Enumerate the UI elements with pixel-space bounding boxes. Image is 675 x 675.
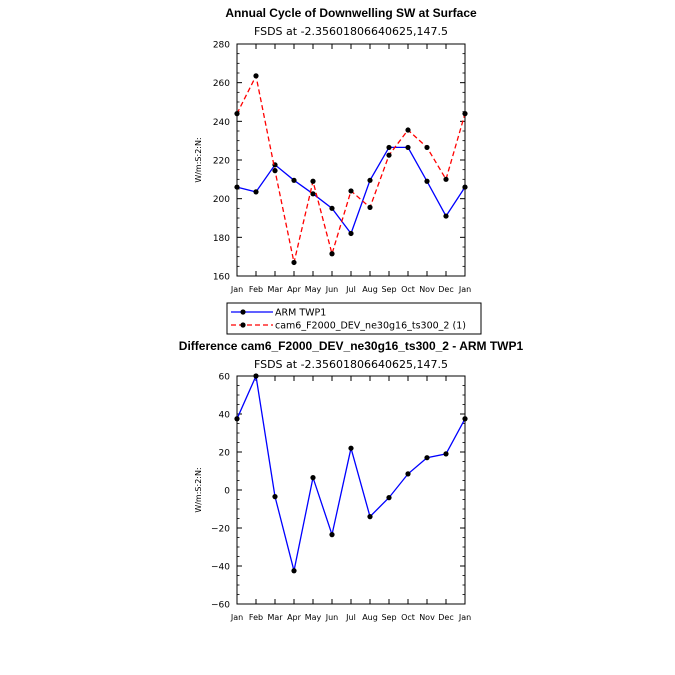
data-point (272, 168, 278, 174)
data-point (253, 373, 259, 379)
data-point (367, 177, 373, 183)
y-tick-label: 200 (213, 195, 230, 205)
data-point (367, 204, 373, 210)
data-point (329, 205, 335, 211)
y-tick-label: −40 (211, 563, 230, 573)
x-tick-label: Aug (362, 285, 378, 294)
data-point (386, 495, 392, 501)
data-point (291, 568, 297, 574)
x-tick-label: Feb (249, 613, 263, 622)
y-axis-label: W/m:S:2:N: (194, 467, 203, 512)
data-point (424, 455, 430, 461)
data-point (443, 213, 449, 219)
data-point (253, 189, 259, 195)
chart-title: Annual Cycle of Downwelling SW at Surfac… (225, 6, 477, 20)
x-tick-label: Jun (325, 613, 339, 622)
x-tick-label: Sep (381, 613, 396, 622)
data-point (386, 144, 392, 151)
data-point (462, 184, 468, 190)
data-point (443, 176, 449, 182)
data-point (424, 178, 430, 184)
y-tick-label: 160 (213, 273, 230, 283)
data-point (443, 451, 449, 457)
x-tick-label: May (305, 285, 322, 294)
data-point (348, 230, 354, 237)
data-point (310, 475, 316, 481)
legend-label: ARM TWP1 (275, 308, 326, 319)
data-point (234, 416, 240, 422)
data-point (291, 177, 297, 183)
annual-cycle-chart: Annual Cycle of Downwelling SW at Surfac… (194, 6, 477, 294)
data-point (405, 144, 411, 151)
y-tick-label: 220 (213, 157, 230, 167)
plot-frame (236, 375, 466, 605)
plot-frame (236, 43, 466, 277)
y-tick-label: 60 (219, 373, 231, 383)
x-tick-label: Dec (438, 613, 453, 622)
y-tick-label: 20 (219, 449, 231, 459)
data-point (310, 191, 316, 197)
y-tick-label: 280 (213, 41, 230, 51)
y-tick-label: −60 (211, 601, 230, 611)
x-tick-label: Nov (419, 285, 435, 294)
chart-subtitle: FSDS at -2.35601806640625,147.5 (254, 25, 448, 38)
y-tick-label: 0 (224, 487, 230, 497)
x-tick-label: Jan (230, 285, 243, 294)
difference-chart: Difference cam6_F2000_DEV_ne30g16_ts300_… (179, 339, 524, 622)
x-tick-label: Jan (458, 285, 471, 294)
series-line (236, 373, 466, 571)
data-point (462, 111, 468, 117)
x-tick-label: Nov (419, 613, 435, 622)
x-tick-label: Jul (345, 613, 356, 622)
chart-subtitle: FSDS at -2.35601806640625,147.5 (254, 358, 448, 371)
x-tick-label: Apr (287, 613, 302, 622)
chart-legend: ARM TWP1 cam6_F2000_DEV_ne30g16_ts300_2 (… (226, 302, 482, 335)
legend-marker (240, 309, 246, 315)
data-point (348, 445, 354, 451)
y-tick-label: 180 (213, 234, 230, 244)
x-tick-label: May (305, 613, 322, 622)
data-point (291, 259, 297, 266)
y-tick-label: 40 (219, 411, 231, 421)
y-tick-label: 260 (213, 79, 230, 89)
data-point (253, 73, 259, 79)
data-point (329, 532, 335, 538)
legend-box (226, 302, 482, 335)
data-point (405, 471, 411, 477)
data-point (234, 184, 240, 190)
x-tick-label: Mar (267, 613, 283, 622)
x-tick-label: Oct (401, 285, 415, 294)
x-tick-label: Jun (325, 285, 339, 294)
x-tick-label: Aug (362, 613, 378, 622)
x-tick-label: Sep (381, 285, 396, 294)
x-tick-label: Feb (249, 285, 263, 294)
x-tick-label: Jan (458, 613, 471, 622)
x-tick-label: Jul (345, 285, 356, 294)
data-point (348, 188, 354, 194)
data-point (405, 127, 411, 133)
data-point (367, 514, 373, 520)
legend-marker (240, 322, 246, 328)
data-point (329, 251, 335, 257)
y-tick-label: −20 (211, 525, 230, 535)
x-tick-label: Apr (287, 285, 302, 294)
data-point (310, 178, 316, 184)
data-point (462, 416, 468, 422)
y-tick-label: 240 (213, 118, 230, 128)
x-tick-label: Oct (401, 613, 415, 622)
legend-label: cam6_F2000_DEV_ne30g16_ts300_2 (1) (275, 321, 466, 332)
x-tick-label: Dec (438, 285, 453, 294)
data-point (424, 144, 430, 151)
data-point (386, 152, 392, 158)
data-point (234, 111, 240, 117)
y-axis-label: W/m:S:2:N: (194, 137, 203, 182)
x-tick-label: Jan (230, 613, 243, 622)
chart-title: Difference cam6_F2000_DEV_ne30g16_ts300_… (179, 339, 524, 353)
x-tick-label: Mar (267, 285, 283, 294)
data-point (272, 494, 278, 500)
